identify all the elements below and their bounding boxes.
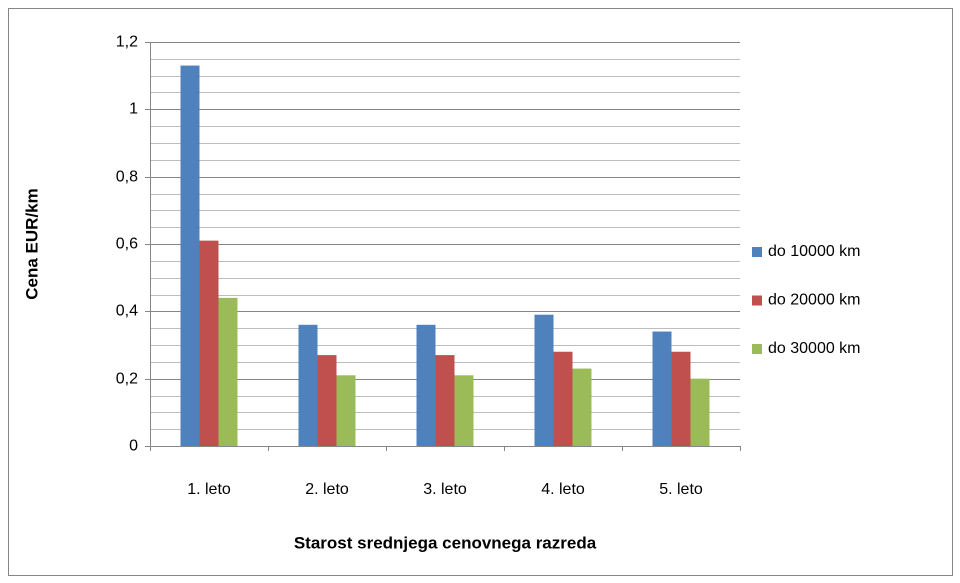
legend-swatch (752, 295, 762, 306)
x-tick-label: 2. leto (305, 481, 349, 498)
bar (435, 355, 455, 446)
legend-label: do 10000 km (768, 243, 861, 260)
bar (534, 314, 554, 446)
y-tick-label: 1,2 (116, 34, 138, 51)
bar (652, 331, 672, 446)
legend-label: do 20000 km (768, 292, 861, 309)
y-tick-label: 0 (129, 438, 138, 455)
chart-border (8, 8, 953, 576)
bar (218, 297, 238, 446)
y-tick-label: 0,2 (116, 371, 138, 388)
bar (572, 368, 592, 446)
y-tick-label: 0,4 (116, 303, 138, 320)
bar (199, 240, 219, 446)
bar (690, 378, 710, 446)
legend-label: do 30000 km (768, 340, 861, 357)
x-tick-label: 4. leto (541, 481, 585, 498)
x-tick-label: 1. leto (187, 481, 231, 498)
bar (454, 375, 474, 446)
y-tick-label: 0,6 (116, 236, 138, 253)
x-tick-label: 5. leto (659, 481, 703, 498)
y-tick-label: 1 (129, 101, 138, 118)
bar (336, 375, 356, 446)
y-tick-label: 0,8 (116, 169, 138, 186)
y-axis-title: Cena EUR/km (22, 188, 41, 299)
bar (416, 324, 436, 446)
legend-swatch (752, 247, 762, 257)
bar (180, 65, 200, 447)
bar (671, 351, 691, 446)
bar (298, 324, 318, 446)
bar (553, 351, 573, 446)
x-tick-label: 3. leto (423, 481, 467, 498)
bar (317, 355, 337, 446)
x-axis-title: Starost srednjega cenovnega razreda (294, 533, 597, 552)
legend-swatch (752, 344, 762, 354)
